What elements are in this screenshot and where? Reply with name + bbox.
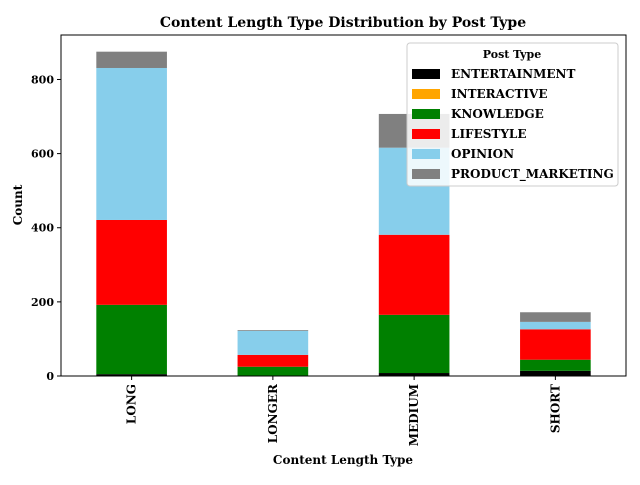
bar-short-lifestyle xyxy=(520,329,591,360)
chart-title: Content Length Type Distribution by Post… xyxy=(160,15,526,31)
legend-box xyxy=(406,42,619,187)
bar-medium-lifestyle xyxy=(378,234,450,315)
bar-longer-lifestyle xyxy=(237,354,309,367)
legend-swatch-lifestyle xyxy=(412,129,440,139)
y-tick-label-400: 400 xyxy=(31,222,54,235)
bar-long-lifestyle xyxy=(96,219,167,305)
x-axis-label: Content Length Type xyxy=(273,453,414,467)
bar-longer-product-marketing xyxy=(237,330,309,331)
y-tick-label-800: 800 xyxy=(31,73,54,86)
bar-short-opinion xyxy=(520,321,591,330)
y-tick-label-200: 200 xyxy=(31,296,54,309)
y-axis-label: Count xyxy=(11,184,25,225)
bars-layer xyxy=(96,51,591,376)
bar-long-knowledge xyxy=(96,304,167,375)
x-tick-label-long: LONG xyxy=(125,384,139,424)
legend-label-knowledge: KNOWLEDGE xyxy=(451,107,544,121)
legend-items: ENTERTAINMENT INTERACTIVE KNOWLEDGE LIFESTY… xyxy=(412,67,614,182)
plot-frame xyxy=(60,34,627,377)
legend-swatch-opinion xyxy=(412,149,440,159)
x-tick-label-medium: MEDIUM xyxy=(407,384,421,446)
legend-label-entertainment: ENTERTAINMENT xyxy=(451,67,576,81)
bar-longer-knowledge xyxy=(237,366,309,376)
bar-medium-entertainment xyxy=(378,373,450,376)
bar-long-entertainment xyxy=(96,374,167,376)
bar-long-product-marketing xyxy=(96,51,167,68)
y-tick-label-600: 600 xyxy=(31,148,54,161)
bar-long-opinion xyxy=(96,67,167,220)
bar-short-entertainment xyxy=(520,370,591,376)
bar-medium-knowledge xyxy=(378,314,450,374)
x-tick-label-short: SHORT xyxy=(548,384,562,433)
bar-longer-opinion xyxy=(237,330,309,355)
legend-swatch-knowledge xyxy=(412,109,440,119)
legend-swatch-entertainment xyxy=(412,69,440,79)
y-axis: 0 200 400 600 800 xyxy=(31,73,61,383)
bar-short-knowledge xyxy=(520,359,591,371)
legend-swatch-interactive xyxy=(412,89,440,99)
legend: Post Type ENTERTAINMENT INTERACTIVE KNOWLE… xyxy=(406,42,619,187)
bar-short-product-marketing xyxy=(520,312,591,322)
legend-label-interactive: INTERACTIVE xyxy=(451,87,548,101)
legend-swatch-product-marketing xyxy=(412,169,440,179)
legend-label-opinion: OPINION xyxy=(451,147,514,161)
y-tick-label-0: 0 xyxy=(46,370,54,383)
legend-title: Post Type xyxy=(483,48,541,61)
legend-label-lifestyle: LIFESTYLE xyxy=(451,127,526,141)
x-tick-label-longer: LONGER xyxy=(266,383,280,443)
x-axis: LONG LONGER MEDIUM SHORT xyxy=(125,376,562,446)
legend-label-product-marketing: PRODUCT_MARKETING xyxy=(451,167,614,182)
